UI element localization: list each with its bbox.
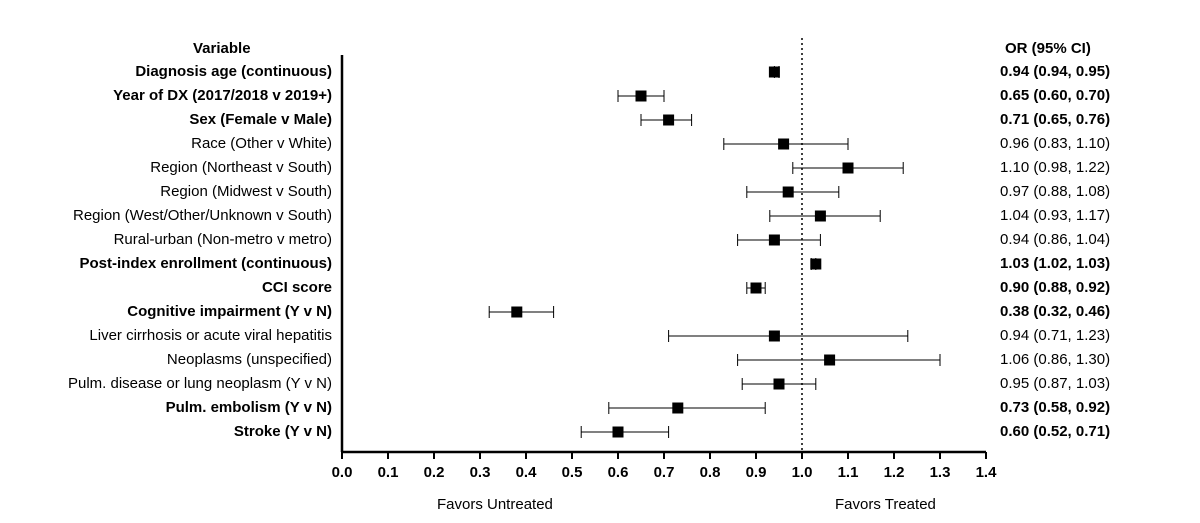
point-estimate xyxy=(750,282,762,294)
favors-treated-label: Favors Treated xyxy=(835,496,936,513)
point-estimate xyxy=(768,234,780,246)
row-label: Stroke (Y v N) xyxy=(233,423,332,440)
row-label: Cognitive impairment (Y v N) xyxy=(127,303,332,320)
row-label: Region (Northeast v South) xyxy=(150,159,332,176)
x-tick-label: 1.1 xyxy=(838,464,859,481)
or-ci-value: 1.06 (0.86, 1.30) xyxy=(1000,351,1111,368)
or-ci-value: 0.96 (0.83, 1.10) xyxy=(1000,135,1111,152)
x-tick-label: 0.0 xyxy=(332,464,353,481)
point-estimate xyxy=(810,258,822,270)
row-label: Pulm. embolism (Y v N) xyxy=(165,399,332,416)
x-tick-label: 0.9 xyxy=(746,464,767,481)
point-estimate xyxy=(672,402,684,414)
point-estimate xyxy=(814,210,826,222)
or-ci-value: 0.60 (0.52, 0.71) xyxy=(1000,423,1111,440)
point-estimate xyxy=(663,114,675,126)
x-tick-label: 0.5 xyxy=(562,464,583,481)
point-estimate xyxy=(778,138,790,150)
x-tick-label: 0.8 xyxy=(700,464,721,481)
point-estimate xyxy=(842,162,854,174)
row-label: CCI score xyxy=(261,279,332,296)
row-label: Year of DX (2017/2018 v 2019+) xyxy=(113,87,332,104)
x-tick-label: 0.7 xyxy=(654,464,675,481)
or-ci-value: 0.94 (0.71, 1.23) xyxy=(1000,327,1111,344)
point-estimate xyxy=(773,378,785,390)
row-label: Region (West/Other/Unknown v South) xyxy=(72,207,332,224)
point-estimate xyxy=(612,426,624,438)
x-tick-label: 1.0 xyxy=(792,464,813,481)
point-estimate xyxy=(768,66,780,78)
row-label: Diagnosis age (continuous) xyxy=(135,63,332,80)
or-ci-value: 0.90 (0.88, 0.92) xyxy=(1000,279,1111,296)
row-label: Pulm. disease or lung neoplasm (Y v N) xyxy=(67,375,332,392)
point-estimate xyxy=(511,306,523,318)
point-estimate xyxy=(768,330,780,342)
or-ci-value: 1.10 (0.98, 1.22) xyxy=(1000,159,1111,176)
x-tick-label: 1.4 xyxy=(976,464,998,481)
row-label: Rural-urban (Non-metro v metro) xyxy=(113,231,332,248)
or-ci-value: 0.95 (0.87, 1.03) xyxy=(1000,375,1111,392)
x-tick-label: 1.2 xyxy=(884,464,905,481)
row-label: Region (Midwest v South) xyxy=(160,183,332,200)
or-ci-value: 0.73 (0.58, 0.92) xyxy=(1000,399,1111,416)
or-ci-value: 0.38 (0.32, 0.46) xyxy=(1000,303,1111,320)
x-tick-label: 0.4 xyxy=(516,464,538,481)
point-estimate xyxy=(824,354,836,366)
favors-untreated-label: Favors Untreated xyxy=(437,496,553,513)
or-ci-value: 1.03 (1.02, 1.03) xyxy=(1000,255,1111,272)
or-ci-value: 0.97 (0.88, 1.08) xyxy=(1000,183,1111,200)
point-estimate xyxy=(635,90,647,102)
row-label: Race (Other v White) xyxy=(191,135,332,152)
x-tick-label: 0.3 xyxy=(470,464,491,481)
row-label: Liver cirrhosis or acute viral hepatitis xyxy=(89,327,332,344)
x-tick-label: 0.6 xyxy=(608,464,629,481)
row-label: Neoplasms (unspecified) xyxy=(166,351,332,368)
or-ci-value: 0.94 (0.86, 1.04) xyxy=(1000,231,1111,248)
point-estimate xyxy=(782,186,794,198)
row-label: Post-index enrollment (continuous) xyxy=(79,255,332,272)
row-label: Sex (Female v Male) xyxy=(189,111,332,128)
or-ci-value: 0.65 (0.60, 0.70) xyxy=(1000,87,1111,104)
or-ci-value: 0.71 (0.65, 0.76) xyxy=(1000,111,1111,128)
variable-header: Variable xyxy=(193,40,251,57)
or-ci-value: 1.04 (0.93, 1.17) xyxy=(1000,207,1111,224)
or-ci-header: OR (95% CI) xyxy=(1005,40,1091,57)
x-tick-label: 0.1 xyxy=(378,464,399,481)
x-tick-label: 0.2 xyxy=(424,464,445,481)
or-ci-value: 0.94 (0.94, 0.95) xyxy=(1000,63,1111,80)
x-tick-label: 1.3 xyxy=(930,464,951,481)
